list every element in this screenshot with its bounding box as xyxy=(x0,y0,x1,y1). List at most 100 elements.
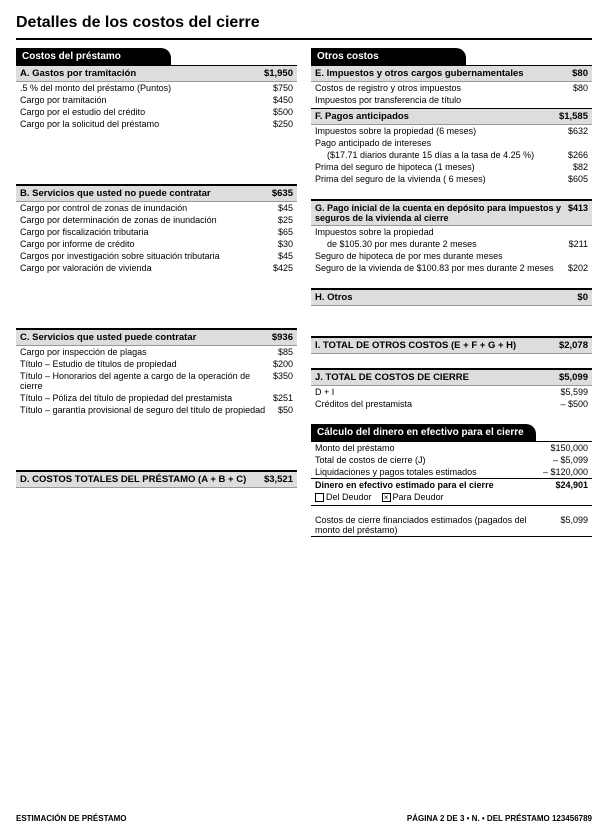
f-row-2-v: $266 xyxy=(568,150,588,160)
j-row-1-v: – $500 xyxy=(560,399,588,409)
checkbox-para-deudor[interactable]: × xyxy=(382,493,391,502)
b-row-3-v: $30 xyxy=(278,239,293,249)
loan-costs-header: Costos del préstamo xyxy=(16,48,171,65)
c-row-1-l: Título – Estudio de títulos de propiedad xyxy=(20,359,273,369)
b-row-4-l: Cargos por investigación sobre situación… xyxy=(20,251,278,261)
c-row-4-v: $50 xyxy=(278,405,293,415)
section-a: A. Gastos por tramitación $1,950 .5 % de… xyxy=(16,66,297,130)
section-e: E. Impuestos y otros cargos gubernamenta… xyxy=(311,66,592,106)
a-row-1-l: Cargo por tramitación xyxy=(20,95,273,105)
calc-checkboxes: Del Deudor ×Para Deudor xyxy=(315,492,588,502)
c-total: $936 xyxy=(272,332,293,343)
calc-row-2-l: Liquidaciones y pagos totales estimados xyxy=(315,467,543,477)
i-total: $2,078 xyxy=(559,340,588,351)
a-row-2-v: $500 xyxy=(273,107,293,117)
f-row-1-l: Pago anticipado de intereses xyxy=(315,138,588,148)
f-title: F. Pagos anticipados xyxy=(315,111,409,122)
f-row-4-l: Prima del seguro de la vivienda ( 6 mese… xyxy=(315,174,568,184)
section-f: F. Pagos anticipados $1,585 Impuestos so… xyxy=(311,108,592,185)
c-row-4-l: Título – garantía provisional de seguro … xyxy=(20,405,278,415)
a-row-3-l: Cargo por la solicitud del préstamo xyxy=(20,119,273,129)
f-row-3-l: Prima del seguro de hipoteca (1 meses) xyxy=(315,162,573,172)
calc-row-2-v: – $120,000 xyxy=(543,467,588,477)
cb-b-label: Para Deudor xyxy=(393,492,444,502)
e-title: E. Impuestos y otros cargos gubernamenta… xyxy=(315,68,524,79)
left-column: Costos del préstamo A. Gastos por tramit… xyxy=(16,48,297,547)
c-row-2-l: Título – Honorarios del agente a cargo d… xyxy=(20,371,273,391)
j-total: $5,099 xyxy=(559,372,588,383)
g-row-2-l: Seguro de hipoteca de por mes durante me… xyxy=(315,251,588,261)
f-row-3-v: $82 xyxy=(573,162,588,172)
columns: Costos del préstamo A. Gastos por tramit… xyxy=(16,48,592,547)
c-row-1-v: $200 xyxy=(273,359,293,369)
section-i: I. TOTAL DE OTROS COSTOS (E + F + G + H)… xyxy=(311,336,592,354)
calc-result-l: Dinero en efectivo estimado para el cier… xyxy=(315,480,555,490)
h-total: $0 xyxy=(577,292,588,303)
checkbox-del-deudor[interactable] xyxy=(315,493,324,502)
b-row-2-l: Cargo por fiscalización tributaria xyxy=(20,227,278,237)
e-row-0-l: Costos de registro y otros impuestos xyxy=(315,83,573,93)
b-total: $635 xyxy=(272,188,293,199)
title-rule xyxy=(16,38,592,40)
b-row-0-v: $45 xyxy=(278,203,293,213)
section-g: G. Pago inicial de la cuenta en depósito… xyxy=(311,199,592,274)
j-title: J. TOTAL DE COSTOS DE CIERRE xyxy=(315,372,469,383)
a-row-0-l: .5 % del monto del préstamo (Puntos) xyxy=(20,83,273,93)
e-row-0-v: $80 xyxy=(573,83,588,93)
section-c: C. Servicios que usted puede contratar $… xyxy=(16,328,297,416)
d-title: D. COSTOS TOTALES DEL PRÉSTAMO (A + B + … xyxy=(20,474,246,485)
footer-right: PÁGINA 2 DE 3 • N. • DEL PRÉSTAMO 123456… xyxy=(407,814,592,823)
c-row-0-v: $85 xyxy=(278,347,293,357)
g-total: $413 xyxy=(568,203,588,213)
a-row-3-v: $250 xyxy=(273,119,293,129)
g-row-1-l: de $105.30 por mes durante 2 meses xyxy=(315,239,569,249)
footer-left: ESTIMACIÓN DE PRÉSTAMO xyxy=(16,814,127,823)
f-row-4-v: $605 xyxy=(568,174,588,184)
g-row-3-l: Seguro de la vivienda de $100.83 por mes… xyxy=(315,263,568,273)
c-row-0-l: Cargo por inspección de plagas xyxy=(20,347,278,357)
a-row-1-v: $450 xyxy=(273,95,293,105)
b-row-4-v: $45 xyxy=(278,251,293,261)
right-column: Otros costos E. Impuestos y otros cargos… xyxy=(311,48,592,547)
section-h: H. Otros $0 xyxy=(311,288,592,306)
a-title: A. Gastos por tramitación xyxy=(20,68,136,79)
h-title: H. Otros xyxy=(315,292,352,303)
other-costs-header: Otros costos xyxy=(311,48,466,65)
b-row-1-v: $25 xyxy=(278,215,293,225)
footer: ESTIMACIÓN DE PRÉSTAMO PÁGINA 2 DE 3 • N… xyxy=(16,814,592,823)
calc-fin-v: $5,099 xyxy=(560,515,588,535)
b-row-0-l: Cargo por control de zonas de inundación xyxy=(20,203,278,213)
g-row-0-l: Impuestos sobre la propiedad xyxy=(315,227,588,237)
a-row-0-v: $750 xyxy=(273,83,293,93)
c-row-3-l: Título – Póliza del título de propiedad … xyxy=(20,393,273,403)
a-row-2-l: Cargo por el estudio del crédito xyxy=(20,107,273,117)
e-row-1-l: Impuestos por transferencia de título xyxy=(315,95,588,105)
c-row-3-v: $251 xyxy=(273,393,293,403)
calc-row-1-v: – $5,099 xyxy=(553,455,588,465)
calc-header: Cálculo del dinero en efectivo para el c… xyxy=(311,424,536,441)
j-row-1-l: Créditos del prestamista xyxy=(315,399,560,409)
b-row-2-v: $65 xyxy=(278,227,293,237)
calc-row-0-v: $150,000 xyxy=(550,443,588,453)
j-row-0-v: $5,599 xyxy=(560,387,588,397)
f-total: $1,585 xyxy=(559,111,588,122)
g-row-3-v: $202 xyxy=(568,263,588,273)
b-row-5-l: Cargo por valoración de vivienda xyxy=(20,263,273,273)
f-row-0-v: $632 xyxy=(568,126,588,136)
section-d: D. COSTOS TOTALES DEL PRÉSTAMO (A + B + … xyxy=(16,470,297,488)
calc-row-1-l: Total de costos de cierre (J) xyxy=(315,455,553,465)
b-row-1-l: Cargo por determinación de zonas de inun… xyxy=(20,215,278,225)
f-row-0-l: Impuestos sobre la propiedad (6 meses) xyxy=(315,126,568,136)
d-total: $3,521 xyxy=(264,474,293,485)
i-title: I. TOTAL DE OTROS COSTOS (E + F + G + H) xyxy=(315,340,516,351)
a-total: $1,950 xyxy=(264,68,293,79)
e-total: $80 xyxy=(572,68,588,79)
c-title: C. Servicios que usted puede contratar xyxy=(20,332,196,343)
g-title: G. Pago inicial de la cuenta en depósito… xyxy=(315,203,562,223)
g-row-1-v: $211 xyxy=(569,239,588,249)
b-row-3-l: Cargo por informe de crédito xyxy=(20,239,278,249)
calc-row-0-l: Monto del préstamo xyxy=(315,443,550,453)
section-b: B. Servicios que usted no puede contrata… xyxy=(16,184,297,274)
c-row-2-v: $350 xyxy=(273,371,293,391)
f-row-2-l: ($17.71 diarios durante 15 días a la tas… xyxy=(315,150,568,160)
